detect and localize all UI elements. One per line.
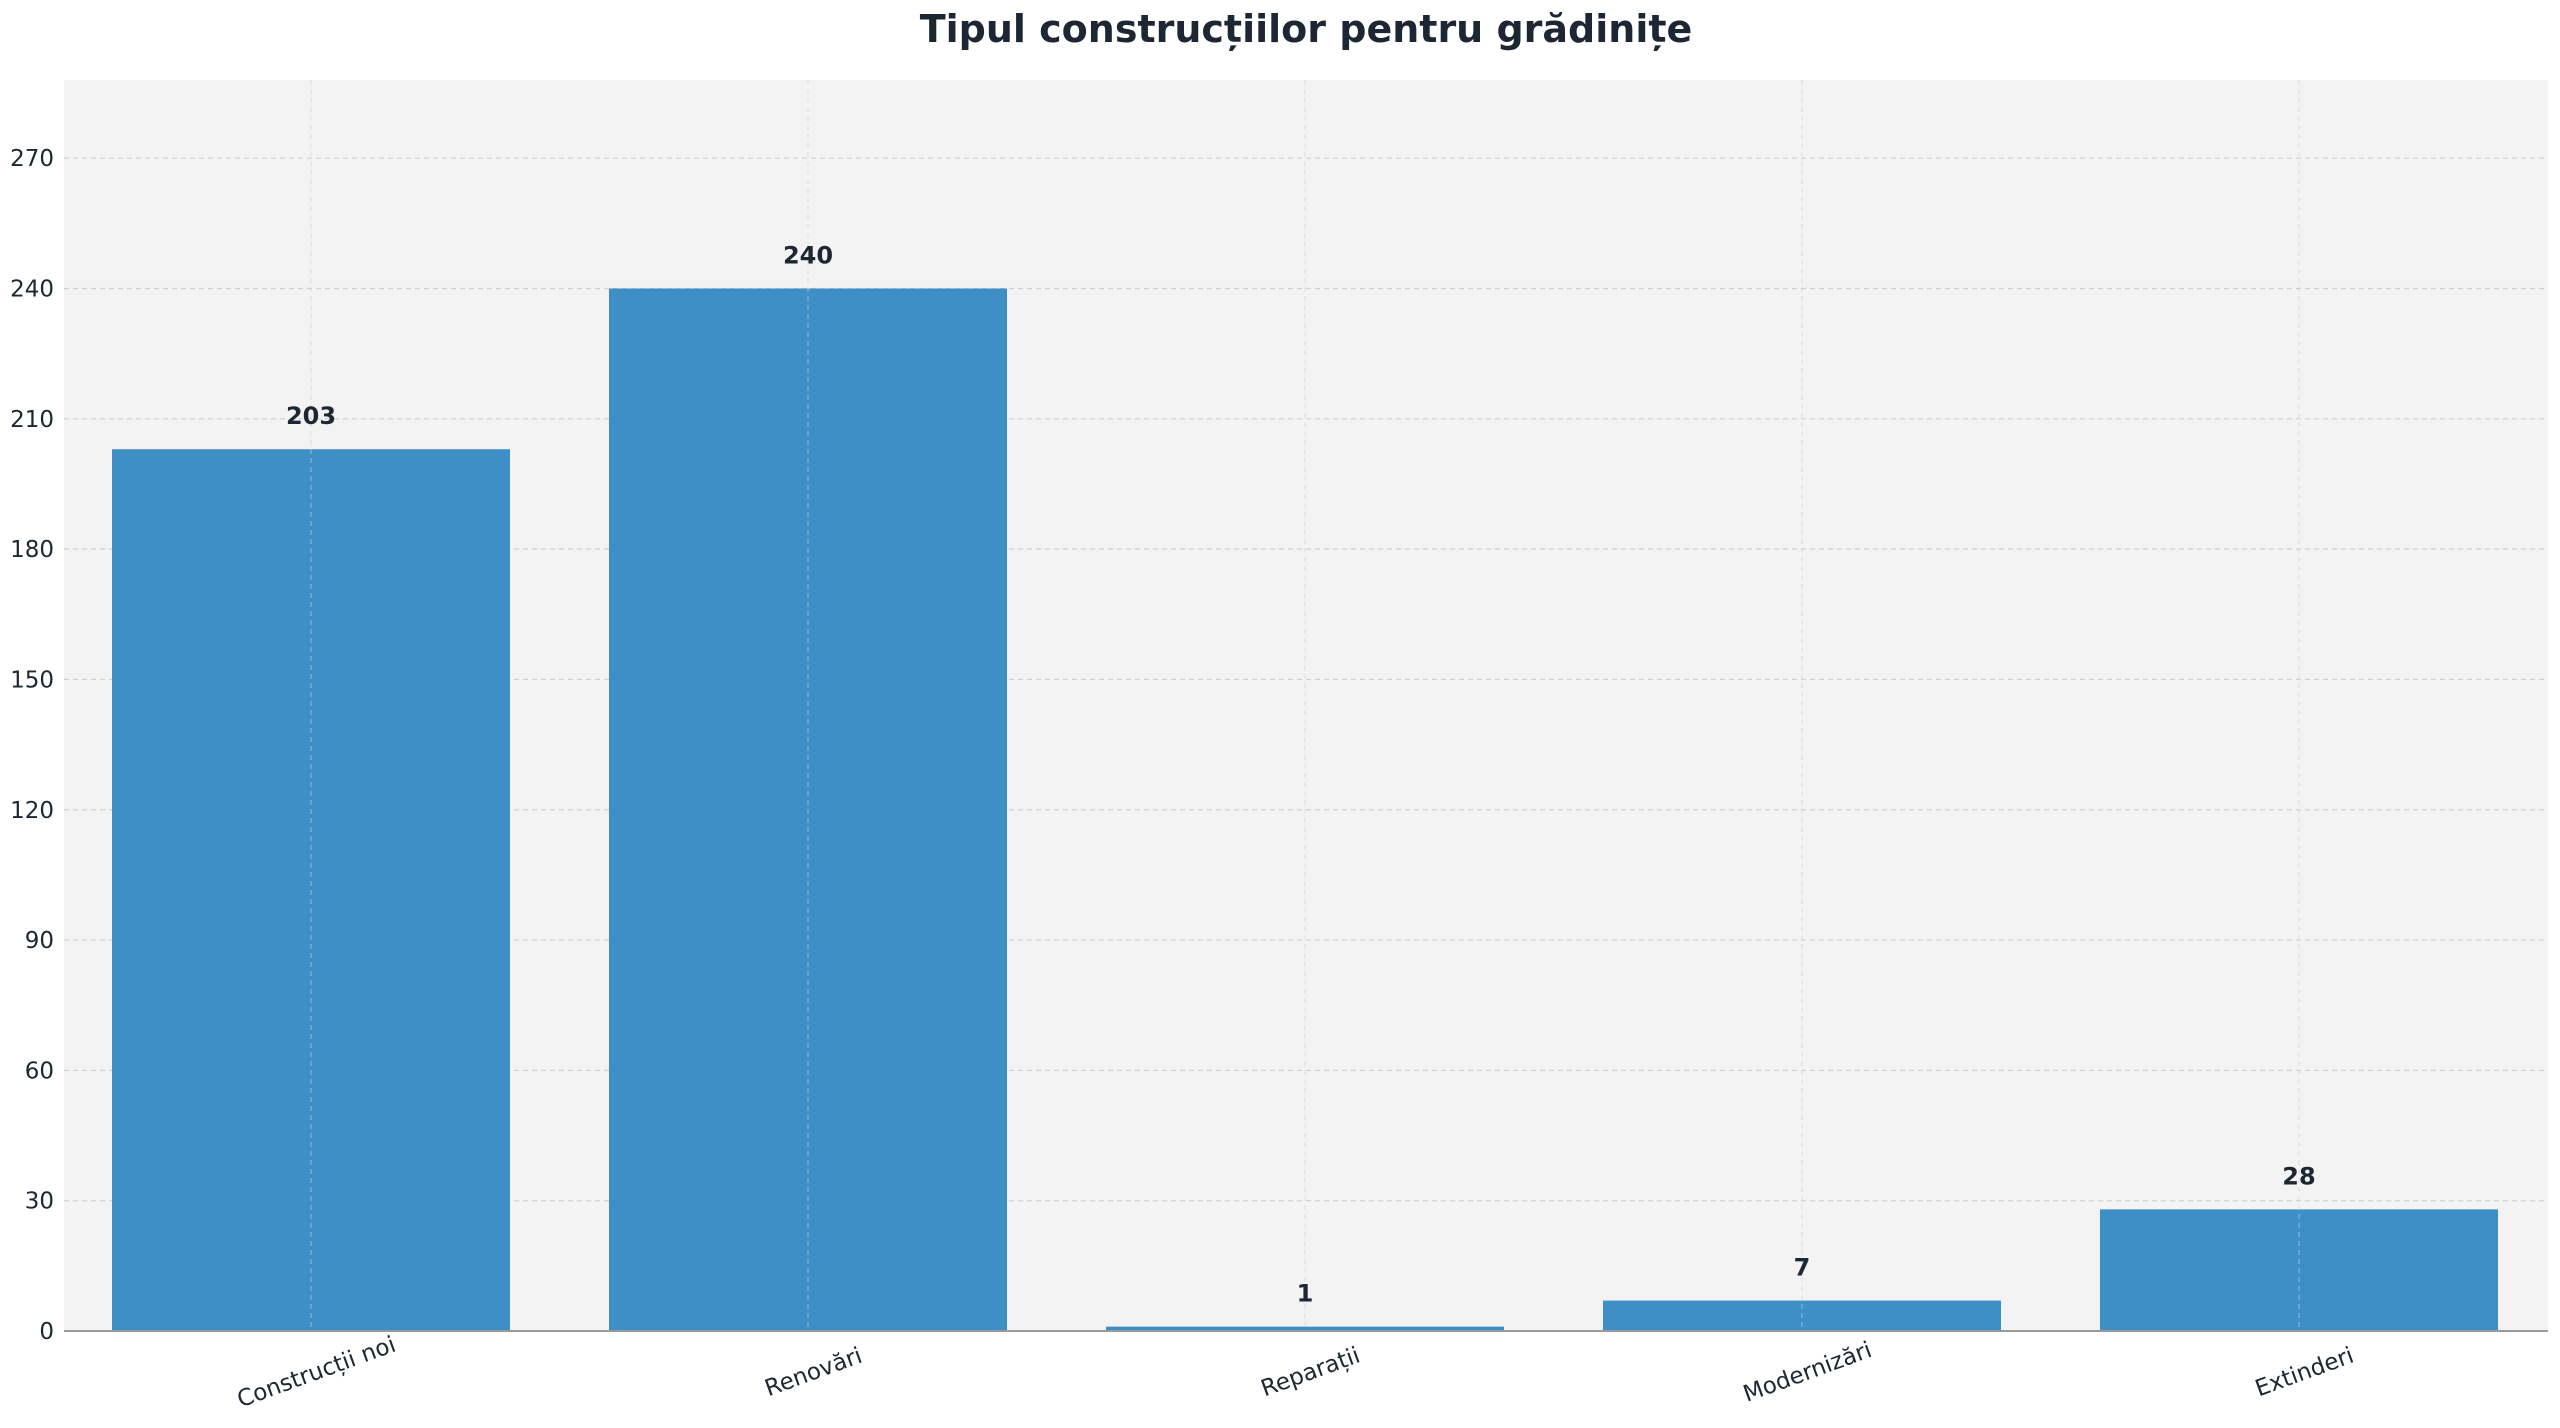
- x-tick-label: Modernizări: [1740, 1337, 1875, 1408]
- y-tick-label: 60: [25, 1058, 54, 1084]
- x-tick-label: Reparații: [1258, 1343, 1364, 1403]
- bar-value-label: 7: [1794, 1254, 1811, 1282]
- data-labels: 203 240 1 7 28: [286, 242, 2316, 1308]
- x-tick-label: Renovări: [762, 1343, 866, 1402]
- x-tick-label: Construcții noi: [234, 1332, 399, 1413]
- y-tick-label: 270: [10, 146, 54, 172]
- y-tick-label: 210: [10, 407, 54, 433]
- chart-title: Tipul construcțiilor pentru grădinițe: [920, 7, 1693, 51]
- y-tick-label: 90: [25, 928, 54, 954]
- y-tick-label: 240: [10, 277, 54, 303]
- y-tick-label: 150: [10, 667, 54, 693]
- y-tick-label: 30: [25, 1189, 54, 1215]
- y-tick-label: 120: [10, 798, 54, 824]
- vertical-grid: [310, 80, 2300, 1331]
- x-tick-label: Extinderi: [2252, 1343, 2357, 1403]
- bar: [1106, 1326, 1504, 1331]
- bar-value-label: 28: [2282, 1162, 2315, 1190]
- y-tick-label: 0: [39, 1319, 54, 1345]
- x-tick-labels: Construcții noi Renovări Reparații Moderniz…: [234, 1332, 2357, 1413]
- bar-value-label: 1: [1297, 1280, 1314, 1308]
- bar-value-label: 203: [286, 402, 336, 430]
- y-tick-labels: 0 30 60 90 120 150 180 210 240 270: [10, 146, 54, 1345]
- bar-value-label: 240: [783, 242, 833, 270]
- y-tick-label: 180: [10, 537, 54, 563]
